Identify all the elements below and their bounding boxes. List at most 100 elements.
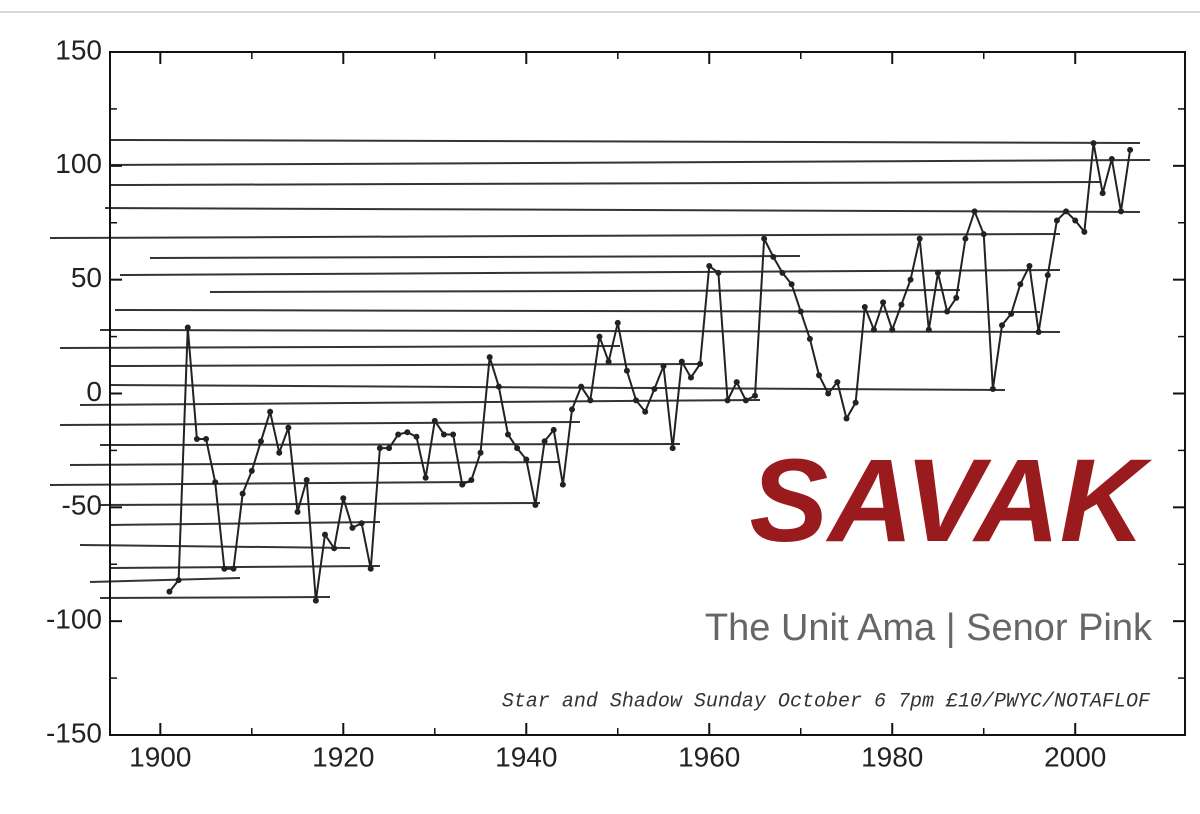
data-point [1053, 217, 1060, 224]
data-point [852, 399, 859, 406]
data-point [660, 363, 667, 370]
data-point [642, 408, 649, 415]
data-point [376, 445, 383, 452]
data-point [596, 333, 603, 340]
streak [59, 345, 621, 349]
streak [79, 399, 761, 406]
data-point [651, 385, 658, 392]
data-point [797, 308, 804, 315]
data-point [578, 383, 585, 390]
streak [109, 565, 381, 569]
data-point [1117, 208, 1124, 215]
x-tick-label: 1960 [678, 741, 740, 772]
data-point [1026, 263, 1033, 270]
data-point [587, 397, 594, 404]
x-tick-label: 2000 [1044, 741, 1106, 772]
streak [109, 159, 1151, 166]
streak [99, 443, 681, 446]
data-point [1044, 272, 1051, 279]
streak [79, 544, 351, 549]
data-point [733, 379, 740, 386]
data-point [550, 426, 557, 433]
data-point [267, 408, 274, 415]
streak [149, 255, 801, 259]
data-point [504, 431, 511, 438]
data-point [322, 531, 328, 538]
streak [109, 181, 1101, 186]
streak [119, 269, 1061, 276]
headliner: SAVAK [749, 435, 1152, 567]
x-tick-label: 1940 [495, 741, 557, 772]
data-point [569, 406, 576, 413]
data-point [312, 597, 319, 604]
data-point [971, 208, 978, 215]
data-point [925, 326, 932, 333]
data-point [953, 294, 960, 301]
data-point [440, 431, 447, 438]
y-tick-label: 50 [71, 262, 102, 293]
data-point [1008, 310, 1015, 317]
data-point [605, 358, 612, 365]
data-point [203, 436, 210, 443]
data-point [669, 445, 676, 452]
data-point [898, 301, 905, 308]
data-point [816, 372, 823, 379]
streak [99, 329, 1061, 333]
data-point [788, 281, 795, 288]
data-point [340, 495, 347, 502]
data-point [212, 479, 219, 486]
event-details: Star and Shadow Sunday October 6 7pm £10… [502, 690, 1151, 713]
data-point [706, 263, 713, 270]
y-tick-label: 150 [55, 34, 102, 65]
data-point [1099, 190, 1106, 197]
x-tick-label: 1900 [129, 741, 191, 772]
data-point [999, 322, 1006, 329]
data-point [486, 354, 493, 361]
data-point [431, 417, 438, 424]
data-point [193, 436, 200, 443]
streak [109, 363, 701, 367]
data-point [880, 299, 887, 306]
data-point [779, 269, 786, 276]
streak [109, 139, 1141, 144]
data-point [276, 449, 283, 456]
data-point [715, 269, 722, 276]
data-point [944, 308, 951, 315]
data-point [806, 335, 813, 342]
streak [99, 502, 541, 506]
streak [49, 481, 471, 486]
data-point [697, 360, 704, 367]
streak [49, 233, 1061, 239]
data-point [980, 231, 987, 238]
data-point [614, 319, 621, 326]
data-point [477, 449, 484, 456]
data-point [221, 565, 228, 572]
data-point [870, 326, 877, 333]
data-point [678, 358, 685, 365]
streak [59, 421, 581, 426]
data-point [1081, 228, 1088, 235]
data-point [916, 235, 923, 242]
data-point [1108, 156, 1115, 163]
data-point [724, 397, 731, 404]
data-point [907, 276, 914, 283]
y-tick-label: 0 [86, 376, 102, 407]
data-point [687, 374, 694, 381]
data-point [367, 565, 374, 572]
y-tick-label: 100 [55, 148, 102, 179]
data-point [1090, 140, 1097, 147]
data-point [358, 520, 365, 527]
data-point [514, 445, 521, 452]
data-point [422, 474, 429, 481]
data-point [742, 397, 749, 404]
data-point [962, 235, 969, 242]
data-point [559, 481, 566, 488]
data-point [770, 253, 777, 260]
data-point [404, 429, 411, 436]
data-point [1017, 281, 1024, 288]
data-line [168, 142, 1132, 601]
data-point [934, 269, 941, 276]
data-point [386, 445, 393, 452]
streak [89, 577, 241, 583]
data-point [532, 502, 539, 509]
